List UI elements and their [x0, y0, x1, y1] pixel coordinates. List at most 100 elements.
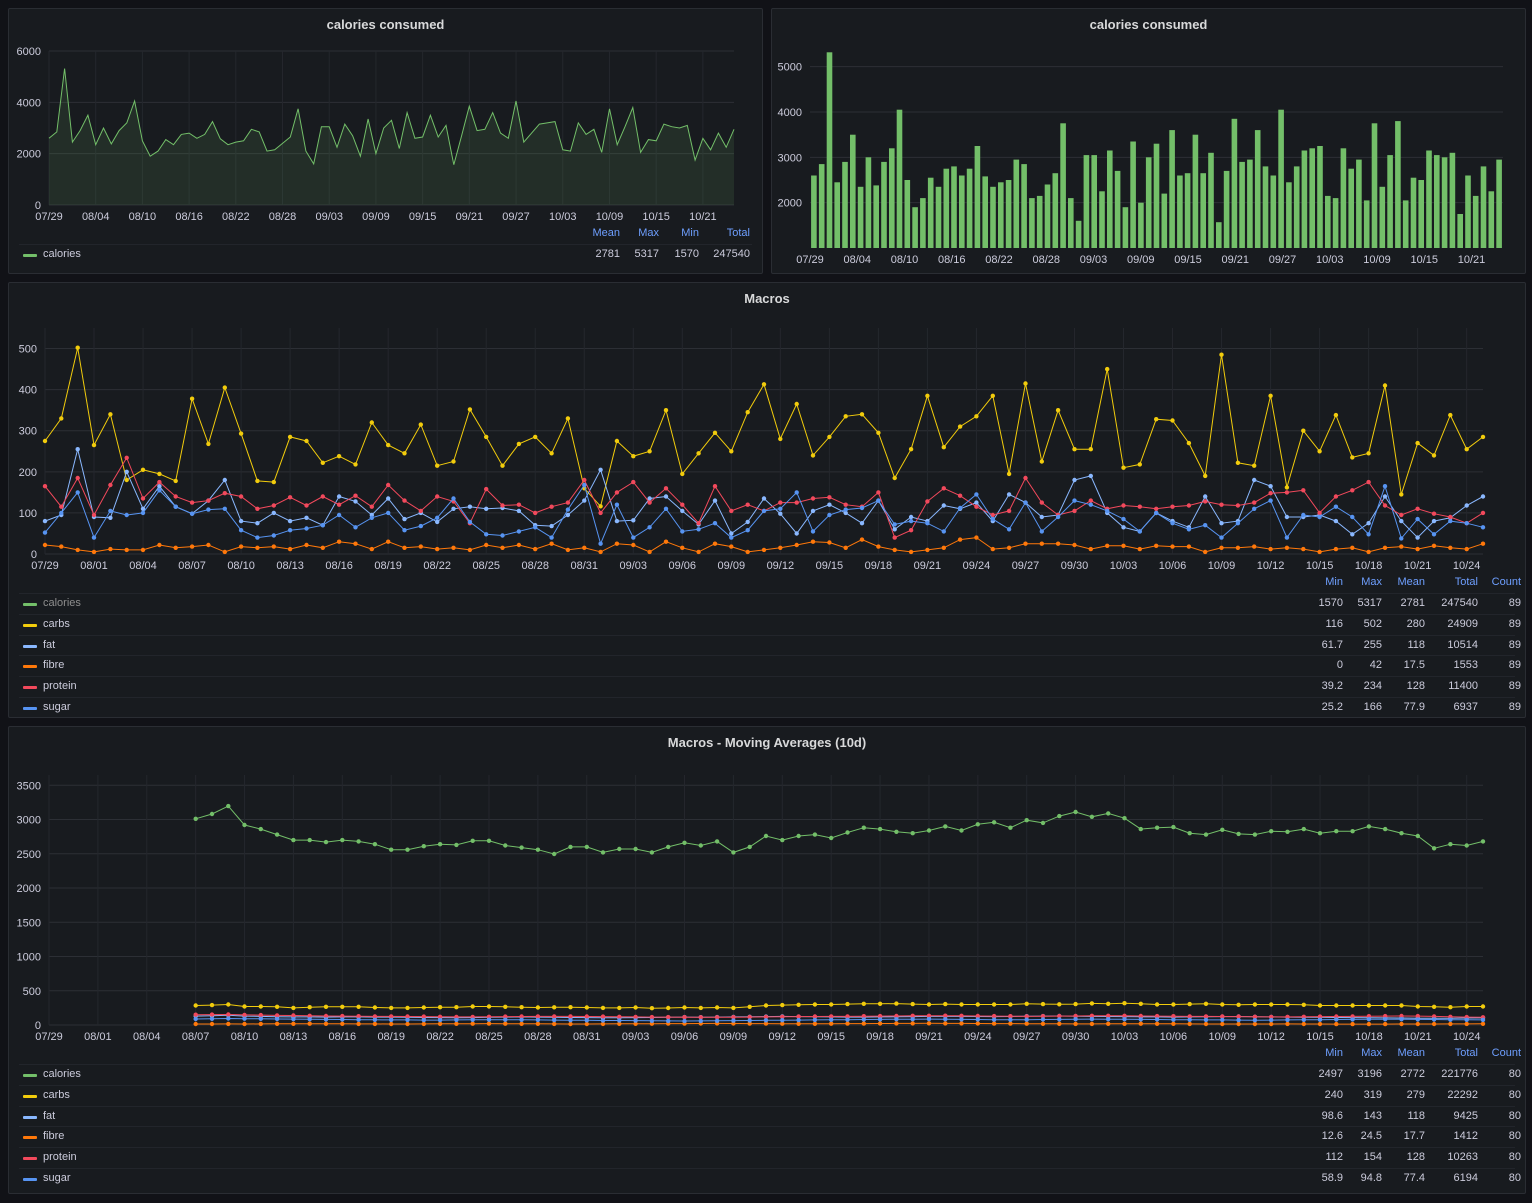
legend-column-header[interactable]: Min: [1325, 1047, 1343, 1059]
legend-row-calories[interactable]: calories 1570 5317 2781 247540 89: [19, 593, 1521, 614]
protein-series-point: [206, 498, 211, 503]
calories-bar: [1036, 195, 1043, 248]
legend-column-header[interactable]: Max: [1361, 1047, 1382, 1059]
series-color-swatch: [23, 1115, 37, 1119]
legend-row-fibre[interactable]: fibre 0 42 17.5 1553 89: [19, 655, 1521, 676]
sugar-series-point: [287, 528, 293, 533]
fat-series-point: [75, 447, 80, 452]
legend-row-fat[interactable]: fat 61.7 255 118 10514 89: [19, 634, 1521, 656]
legend-column-header[interactable]: Mean: [592, 227, 620, 239]
legend-row-protein[interactable]: protein 112 154 128 10263 80: [19, 1147, 1521, 1168]
legend-row-carbs[interactable]: carbs 240 319 279 22292 80: [19, 1084, 1521, 1106]
legend-row-fat[interactable]: fat 98.6 143 118 9425 80: [19, 1105, 1521, 1127]
sugar-series-point: [712, 521, 718, 526]
x-tick-label: 09/09: [720, 1031, 748, 1043]
legend-series-name[interactable]: calories: [43, 597, 81, 609]
calories-bar-panel[interactable]: calories consumed 2000 3000 4000 5000 07/29 0…: [771, 8, 1526, 274]
legend-column-header[interactable]: Max: [638, 227, 659, 239]
calories-series-point: [747, 844, 752, 850]
legend-row-carbs[interactable]: carbs 116 502 280 24909 89: [19, 613, 1521, 635]
carbs-series-point: [926, 1002, 932, 1007]
macros-moving-averages-panel[interactable]: Macros - Moving Averages (10d) 0 500 1000 1…: [8, 726, 1526, 1194]
fibre-series-point: [1088, 546, 1094, 552]
x-tick-label: 09/12: [769, 1031, 797, 1043]
carbs-series-point: [1464, 447, 1469, 452]
protein-series-point: [714, 1015, 720, 1020]
macros-panel[interactable]: Macros 0 100 200 300 400 500 07/29 08/01 08/04 08…: [8, 282, 1526, 718]
legend-column-header[interactable]: Min: [681, 227, 699, 239]
legend-series-name[interactable]: calories: [43, 1068, 81, 1080]
fibre-series-point: [926, 1021, 932, 1026]
sugar-series-point: [990, 516, 995, 522]
carbs-series-point: [714, 1005, 720, 1010]
protein-series-point: [320, 494, 325, 499]
protein-series-point: [42, 484, 48, 489]
legend-series-name[interactable]: fat: [43, 638, 56, 651]
legend-series-name[interactable]: fat: [43, 1109, 56, 1122]
carbs-series-point: [1399, 1003, 1404, 1008]
legend-series-name[interactable]: carbs: [43, 1088, 70, 1101]
fat-series-point: [598, 467, 603, 472]
x-tick-label: 08/07: [178, 560, 206, 572]
panel-title[interactable]: Macros - Moving Averages (10d): [667, 735, 867, 750]
protein-series-point: [1171, 1014, 1176, 1019]
legend-row-protein[interactable]: protein 39.2 234 128 11400 89: [19, 676, 1521, 697]
legend-column-header[interactable]: Min: [1325, 576, 1343, 588]
legend-column-header[interactable]: Total: [726, 227, 750, 239]
legend-column-header[interactable]: Total: [1454, 576, 1478, 588]
legend-row-calories[interactable]: calories 2497 3196 2772 221776 80: [19, 1064, 1521, 1085]
carbs-series-point: [1350, 1003, 1355, 1008]
x-tick-label: 10/24: [1453, 1031, 1481, 1043]
fibre-series-point: [1431, 1021, 1437, 1027]
calories-line-panel[interactable]: calories consumed 0 2000 4000 6000 07/29 08/0…: [8, 8, 763, 274]
carbs-series-point: [1448, 412, 1453, 418]
panel-title[interactable]: Macros: [744, 291, 790, 306]
legend-value: 255: [1363, 638, 1382, 651]
legend-column-header[interactable]: Total: [1454, 1047, 1478, 1059]
calories-bar: [990, 186, 996, 248]
legend-row-fibre[interactable]: fibre 12.6 24.5 17.7 1412 80: [19, 1126, 1521, 1147]
calories-series-point: [698, 843, 703, 848]
sugar-series-point: [1301, 1017, 1307, 1022]
calories-bar: [1145, 157, 1152, 248]
calories-series-point: [763, 833, 769, 839]
panel-title[interactable]: calories consumed: [1089, 17, 1208, 32]
legend-series-name[interactable]: fibre: [43, 659, 65, 672]
sugar-series-line: [195, 1017, 1484, 1022]
legend-series-name[interactable]: sugar: [43, 701, 71, 713]
panel-title[interactable]: calories consumed: [326, 17, 445, 32]
calories-bar: [1216, 222, 1222, 248]
legend-row-sugar[interactable]: sugar 25.2 166 77.9 6937 89: [19, 697, 1521, 718]
legend-series-name[interactable]: calories: [43, 248, 81, 260]
carbs-series-point: [486, 1004, 492, 1009]
legend-value: 80: [1508, 1151, 1521, 1164]
fibre-series-point: [1057, 1021, 1062, 1026]
legend-value: 89: [1508, 617, 1521, 630]
x-tick-label: 09/09: [718, 560, 746, 572]
legend-series-name[interactable]: carbs: [43, 617, 70, 630]
legend-row-sugar[interactable]: sugar 58.9 94.8 77.4 6194 80: [19, 1168, 1521, 1189]
legend-series-name[interactable]: fibre: [43, 1130, 65, 1143]
legend-column-header[interactable]: Mean: [1397, 576, 1425, 588]
series-color-swatch: [23, 686, 37, 690]
carbs-series-point: [843, 414, 848, 419]
protein-series-point: [1121, 503, 1126, 508]
legend-column-header[interactable]: Max: [1361, 576, 1382, 588]
sugar-series-point: [1137, 529, 1143, 534]
legend-row-calories[interactable]: calories 2781 5317 1570 247540: [19, 244, 752, 265]
legend-series-name[interactable]: protein: [43, 680, 77, 693]
legend-series-name[interactable]: sugar: [43, 1172, 71, 1184]
fibre-series-point: [1006, 545, 1012, 550]
fibre-series-point: [1236, 1021, 1241, 1027]
legend-column-header[interactable]: Mean: [1397, 1047, 1425, 1059]
fibre-series-point: [1448, 545, 1453, 550]
protein-series-point: [959, 1013, 964, 1018]
legend-column-header[interactable]: Count: [1491, 576, 1521, 588]
legend-series-name[interactable]: protein: [43, 1151, 77, 1164]
fat-series-point: [1464, 503, 1469, 508]
x-tick-label: 09/03: [622, 1031, 650, 1043]
calories-series-point: [861, 825, 866, 830]
fibre-series-point: [633, 1021, 638, 1026]
legend-column-header[interactable]: Count: [1491, 1047, 1521, 1059]
calories-bar: [1395, 121, 1401, 248]
